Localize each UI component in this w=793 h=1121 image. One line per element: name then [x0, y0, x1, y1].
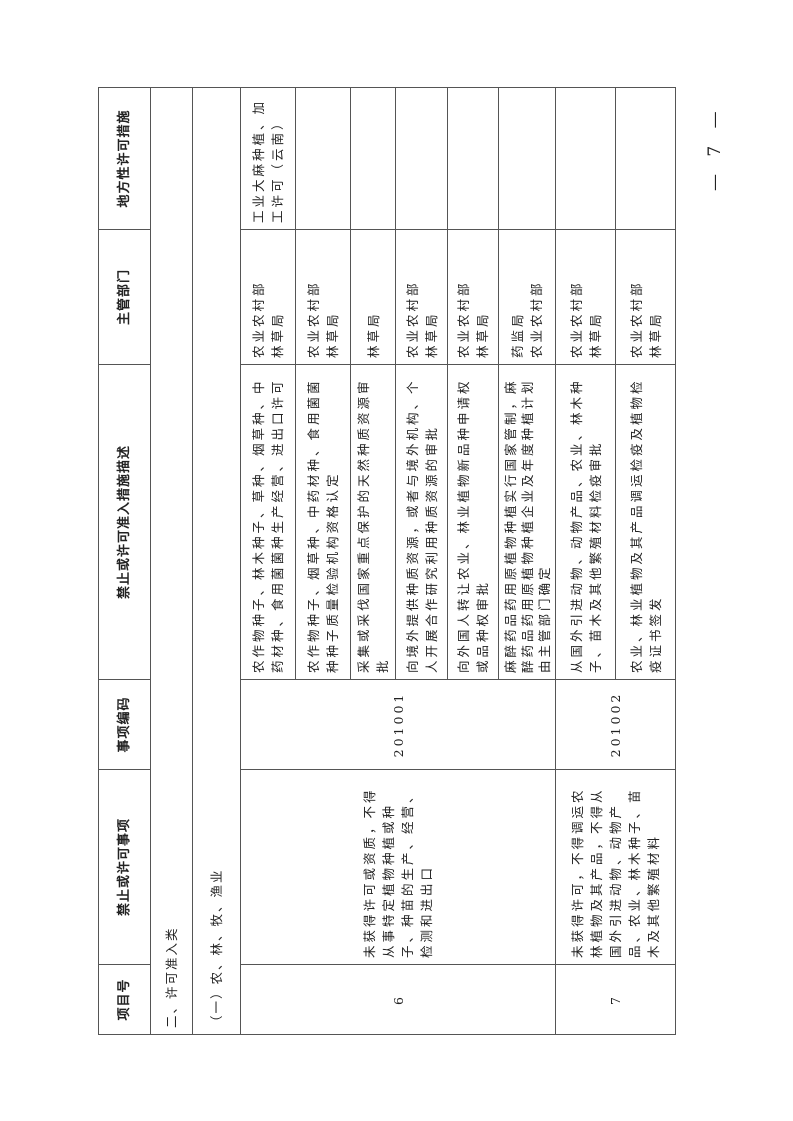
header-row: 项目号 禁止或许可事项 事项编码 禁止或许可准入措施描述 主管部门 地方性许可措…	[98, 87, 151, 1035]
subsection-title: （一）农、林、牧、渔业	[192, 87, 241, 1035]
header-code: 事项编码	[98, 679, 151, 770]
page-number: — 7 —	[705, 105, 725, 191]
header-item-no: 项目号	[98, 964, 151, 1035]
header-description: 禁止或许可准入措施描述	[98, 364, 151, 680]
department: 农业农村部 林草局	[555, 229, 616, 365]
local-measure	[555, 87, 616, 230]
local-measure	[395, 87, 448, 230]
local-measure	[498, 87, 556, 230]
table-row: 7 未获得许可，不得调运农林植物及其产品，不得从国外引进动物、动物产品、农业、林…	[555, 87, 676, 1035]
header-local-measures: 地方性许可措施	[98, 87, 151, 230]
measure-description: 农业、林业植物及其产品调运检疫及植物检疫证书签发	[615, 364, 676, 680]
local-measure	[615, 87, 676, 230]
item-no: 6	[240, 964, 556, 1035]
department: 农业农村部 林草局	[447, 229, 499, 365]
department: 林草局	[350, 229, 396, 365]
table-row: 6 未获得许可或资质，不得从事特定植物种植或种子、种苗的生产、经营、检测和进出口…	[240, 87, 556, 1035]
header-department: 主管部门	[98, 229, 151, 365]
measure-description: 农作物种子、林木种子、草种、烟草种、中药材种、食用菌菌种生产经营、进出口许可	[240, 364, 296, 680]
section-title: 二、许可准入类	[150, 87, 193, 1035]
item-code: 201001	[240, 679, 556, 770]
department: 药监局 农业农村部	[498, 229, 556, 365]
local-measure: 工业大麻种植、加工许可（云南）	[240, 87, 296, 230]
measure-description: 采集或采伐国家重点保护的天然种质资源审批	[350, 364, 396, 680]
department: 农业农村部 林草局	[295, 229, 351, 365]
local-measure	[350, 87, 396, 230]
item-code: 201002	[555, 679, 676, 770]
measure-description: 向外国人转让农业、林业植物新品种申请权或品种权审批	[447, 364, 499, 680]
header-matter: 禁止或许可事项	[98, 769, 151, 965]
local-measure	[447, 87, 499, 230]
department: 农业农村部 林草局	[240, 229, 296, 365]
permit-table: 项目号 禁止或许可事项 事项编码 禁止或许可准入措施描述 主管部门 地方性许可措…	[98, 87, 676, 1035]
measure-description: 麻醉药品药用原植物种植实行国家管制，麻醉药品药用原植物种植企业及年度种植计划由主…	[498, 364, 556, 680]
measure-description: 向境外提供种质资源，或者与境外机构、个人开展合作研究利用种质资源的审批	[395, 364, 448, 680]
item-matter: 未获得许可或资质，不得从事特定植物种植或种子、种苗的生产、经营、检测和进出口	[240, 769, 556, 965]
measure-description: 农作物种子、烟草种、中药材种、食用菌菌种种子质量检验机构资格认定	[295, 364, 351, 680]
local-measure	[295, 87, 351, 230]
item-matter: 未获得许可，不得调运农林植物及其产品，不得从国外引进动物、动物产品、农业、林木种…	[555, 769, 676, 965]
department: 农业农村部 林草局	[395, 229, 448, 365]
item-no: 7	[555, 964, 676, 1035]
department: 农业农村部 林草局	[615, 229, 676, 365]
measure-description: 从国外引进动物、动物产品、农业、林木种子、苗木及其他繁殖材料检疫审批	[555, 364, 616, 680]
